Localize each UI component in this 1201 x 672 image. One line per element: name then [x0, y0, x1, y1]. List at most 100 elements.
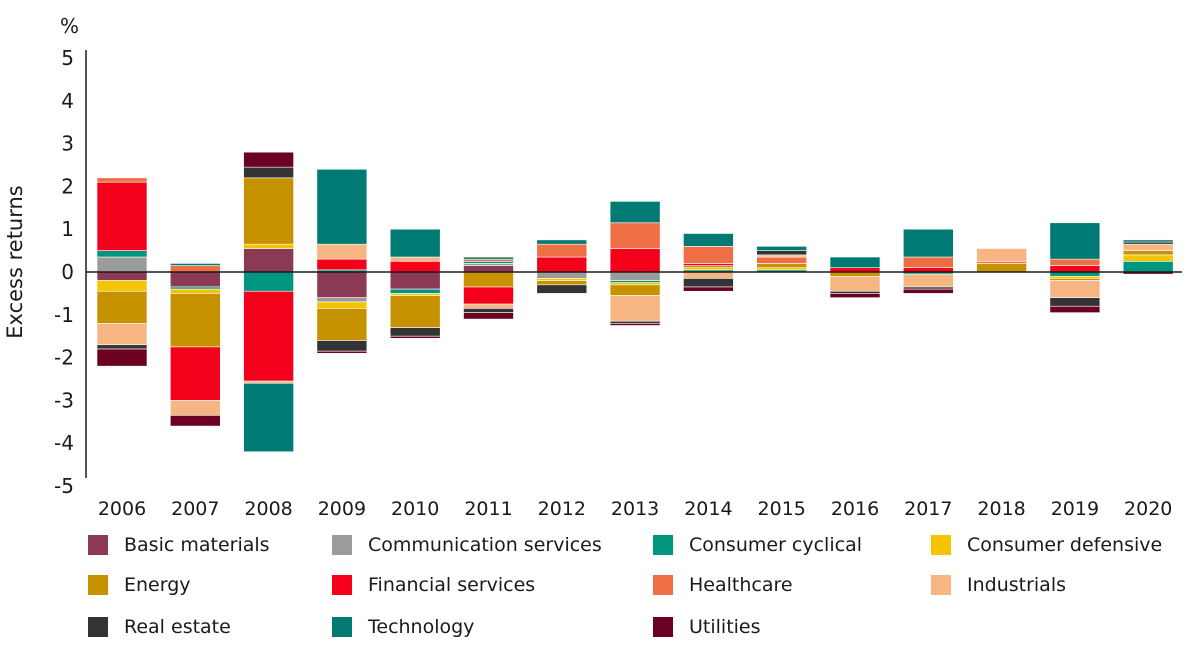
legend-label: Energy [124, 574, 191, 596]
bar-segment [756, 263, 808, 269]
bar-segment [609, 295, 661, 322]
bar-segment [170, 265, 221, 273]
bar-segment [536, 284, 588, 294]
legend-label: Healthcare [689, 574, 793, 596]
y-tick-label: 2 [61, 174, 74, 198]
bar-segment [536, 239, 588, 245]
bar-segment [96, 181, 148, 251]
bar-segment [170, 346, 221, 401]
bar-segment [96, 344, 148, 350]
legend-item: Consumer defensive [931, 534, 1162, 556]
bar-segment [389, 228, 441, 258]
legend-swatch [332, 575, 352, 595]
legend-label: Basic materials [124, 534, 270, 556]
bar-segment [756, 254, 808, 258]
legend-label: Communication services [368, 534, 602, 556]
bar-segment [1049, 258, 1101, 266]
bar-segment [1122, 254, 1174, 262]
bar-segment [243, 151, 294, 168]
bar-segment [902, 228, 954, 258]
bar-segment [243, 166, 294, 179]
y-axis-unit: % [60, 14, 79, 38]
legend-label: Consumer defensive [967, 534, 1163, 556]
bar-segment [756, 256, 808, 264]
bar-segment [170, 400, 221, 416]
x-tick-label: 2006 [98, 498, 146, 520]
bar-segment [389, 295, 441, 328]
bar-segment [389, 293, 441, 296]
bar-segment [316, 297, 368, 303]
legend-swatch [88, 617, 108, 637]
bar-segment [96, 348, 148, 367]
bar-segment [243, 290, 294, 382]
bar-segment [829, 256, 881, 269]
bar-segment [316, 340, 368, 352]
bar-segment [536, 280, 588, 286]
bar-segment [463, 271, 514, 288]
bar-segment [389, 335, 441, 339]
x-tick-label: 2017 [904, 498, 952, 520]
bar-segment [1049, 297, 1101, 307]
bar-segment [243, 243, 294, 249]
legend-item: Energy [88, 574, 191, 596]
x-tick-label: 2012 [538, 498, 586, 520]
bar-segment [96, 290, 148, 324]
bar-segment [316, 168, 368, 245]
x-tick-label: 2014 [684, 498, 732, 520]
bar-segment [389, 271, 441, 290]
bar-segment [316, 243, 368, 260]
y-tick-label: 0 [61, 260, 74, 284]
bar-segment [389, 256, 441, 262]
y-tick-label: -3 [54, 388, 74, 412]
x-tick-label: 2013 [611, 498, 659, 520]
legend-label: Financial services [368, 574, 536, 596]
y-tick-label: 4 [61, 89, 74, 113]
bar-segment [316, 271, 368, 298]
x-tick-label: 2016 [831, 498, 879, 520]
bar-segment [463, 303, 514, 309]
bar-segment [96, 271, 148, 281]
legend-label: Real estate [124, 616, 231, 638]
y-axis-ticks: 5 4 3 2 1 0 -1 -2 -3 -4 -5 [54, 46, 74, 498]
bar-segment [609, 280, 661, 283]
bar-segment [536, 278, 588, 281]
bar-segment [683, 278, 734, 288]
bar-segment [683, 271, 734, 279]
bar-segment [1049, 278, 1101, 281]
legend-item: Communication services [332, 534, 602, 556]
bar-segment [463, 286, 514, 305]
bar-segment [170, 271, 221, 288]
bar-segment [829, 275, 881, 292]
bar-segment [976, 248, 1027, 262]
legend-item: Consumer cyclical [653, 534, 862, 556]
bar-segment [170, 293, 221, 348]
legend-item: Financial services [332, 574, 535, 596]
bar-segment [536, 256, 588, 273]
y-tick-label: 3 [61, 132, 74, 156]
bar-segment [683, 286, 734, 292]
bar-segment [609, 323, 661, 326]
legend-item: Industrials [931, 574, 1066, 596]
legend-swatch [653, 575, 673, 595]
legend-item: Basic materials [88, 534, 270, 556]
bar-segment [243, 177, 294, 245]
y-tick-label: -1 [54, 303, 74, 327]
x-tick-label: 2009 [318, 498, 366, 520]
bar-segment [902, 273, 954, 288]
legend-swatch [653, 617, 673, 637]
bar-segment [609, 201, 661, 224]
y-tick-label: -5 [54, 474, 74, 498]
bar-segment [1122, 239, 1174, 243]
bar-segment [389, 288, 441, 294]
legend-swatch [931, 575, 951, 595]
bar-segment [536, 271, 588, 279]
bar-segment [96, 280, 148, 292]
bar-segment [463, 312, 514, 320]
bar-segment [609, 222, 661, 249]
y-axis-label: Excess returns [3, 185, 27, 339]
legend-item: Healthcare [653, 574, 793, 596]
bar-segment [463, 256, 514, 260]
x-axis-ticks: 2006 2007 2008 2009 2010 2011 2012 2013 2014 2015… [98, 498, 1173, 520]
legend-item: Technology [332, 616, 474, 638]
